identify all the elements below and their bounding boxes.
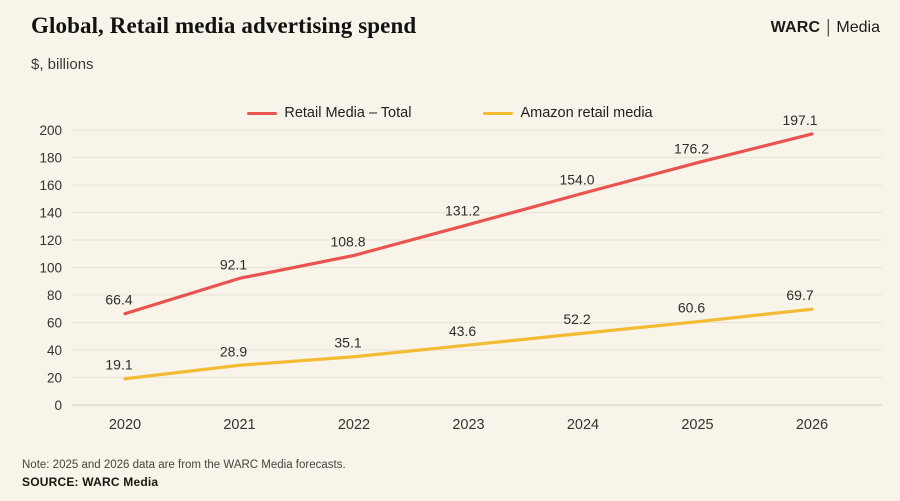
y-tick-label: 20 xyxy=(47,371,62,386)
retail-media-total-value-label: 131.2 xyxy=(445,203,480,219)
amazon-retail-media-value-label: 60.6 xyxy=(678,300,705,316)
y-tick-label: 100 xyxy=(39,261,62,276)
legend-item-amazon: Amazon retail media xyxy=(483,105,653,121)
amazon-retail-media-value-label: 52.2 xyxy=(563,311,590,327)
chart-title: Global, Retail media advertising spend xyxy=(31,13,417,38)
legend-label-amazon: Amazon retail media xyxy=(520,105,653,121)
y-tick-label: 60 xyxy=(47,316,62,331)
y-tick-label: 200 xyxy=(39,123,62,138)
brand-divider: | xyxy=(826,17,831,38)
y-tick-label: 120 xyxy=(39,233,62,248)
warc-media-logo: WARC | Media xyxy=(770,17,880,38)
y-tick-label: 0 xyxy=(54,398,62,413)
x-tick-label: 2020 xyxy=(109,417,141,433)
brand-media: Media xyxy=(836,19,880,36)
amazon-retail-media-value-label: 69.7 xyxy=(786,287,813,303)
legend-item-retail-total: Retail Media – Total xyxy=(247,105,411,121)
x-tick-label: 2026 xyxy=(796,417,828,433)
retail-media-total-value-label: 154.0 xyxy=(559,171,594,187)
x-tick-label: 2024 xyxy=(567,417,599,433)
brand-warc: WARC xyxy=(770,19,821,36)
retail-media-total-value-label: 197.1 xyxy=(782,112,817,128)
y-tick-label: 80 xyxy=(47,288,62,303)
x-tick-label: 2023 xyxy=(452,417,484,433)
y-tick-label: 140 xyxy=(39,206,62,221)
retail-media-total-line xyxy=(123,132,814,316)
chart-subtitle: $, billions xyxy=(31,56,94,73)
amazon-retail-media-line xyxy=(123,307,814,381)
amazon-retail-media-value-label: 28.9 xyxy=(220,343,247,359)
amazon-retail-media-value-label: 19.1 xyxy=(105,357,132,373)
y-tick-label: 40 xyxy=(47,343,62,358)
legend-swatch-amazon xyxy=(483,111,514,115)
retail-media-total-value-label: 108.8 xyxy=(330,233,365,249)
y-tick-label: 160 xyxy=(39,178,62,193)
x-tick-label: 2021 xyxy=(223,417,255,433)
legend-swatch-retail-total xyxy=(247,111,278,115)
chart-note: Note: 2025 and 2026 data are from the WA… xyxy=(22,459,346,471)
legend-label-retail-total: Retail Media – Total xyxy=(284,105,412,121)
retail-media-total-value-label: 176.2 xyxy=(674,141,709,157)
x-tick-label: 2022 xyxy=(338,417,370,433)
amazon-retail-media-value-label: 43.6 xyxy=(449,323,476,339)
chart-legend: Retail Media – Total Amazon retail media xyxy=(0,105,900,121)
retail-media-total-value-label: 92.1 xyxy=(220,256,247,272)
amazon-retail-media-value-label: 35.1 xyxy=(334,335,361,351)
y-tick-label: 180 xyxy=(39,151,62,166)
x-tick-label: 2025 xyxy=(681,417,713,433)
chart-source: SOURCE: WARC Media xyxy=(22,475,159,489)
retail-media-total-value-label: 66.4 xyxy=(105,292,132,308)
